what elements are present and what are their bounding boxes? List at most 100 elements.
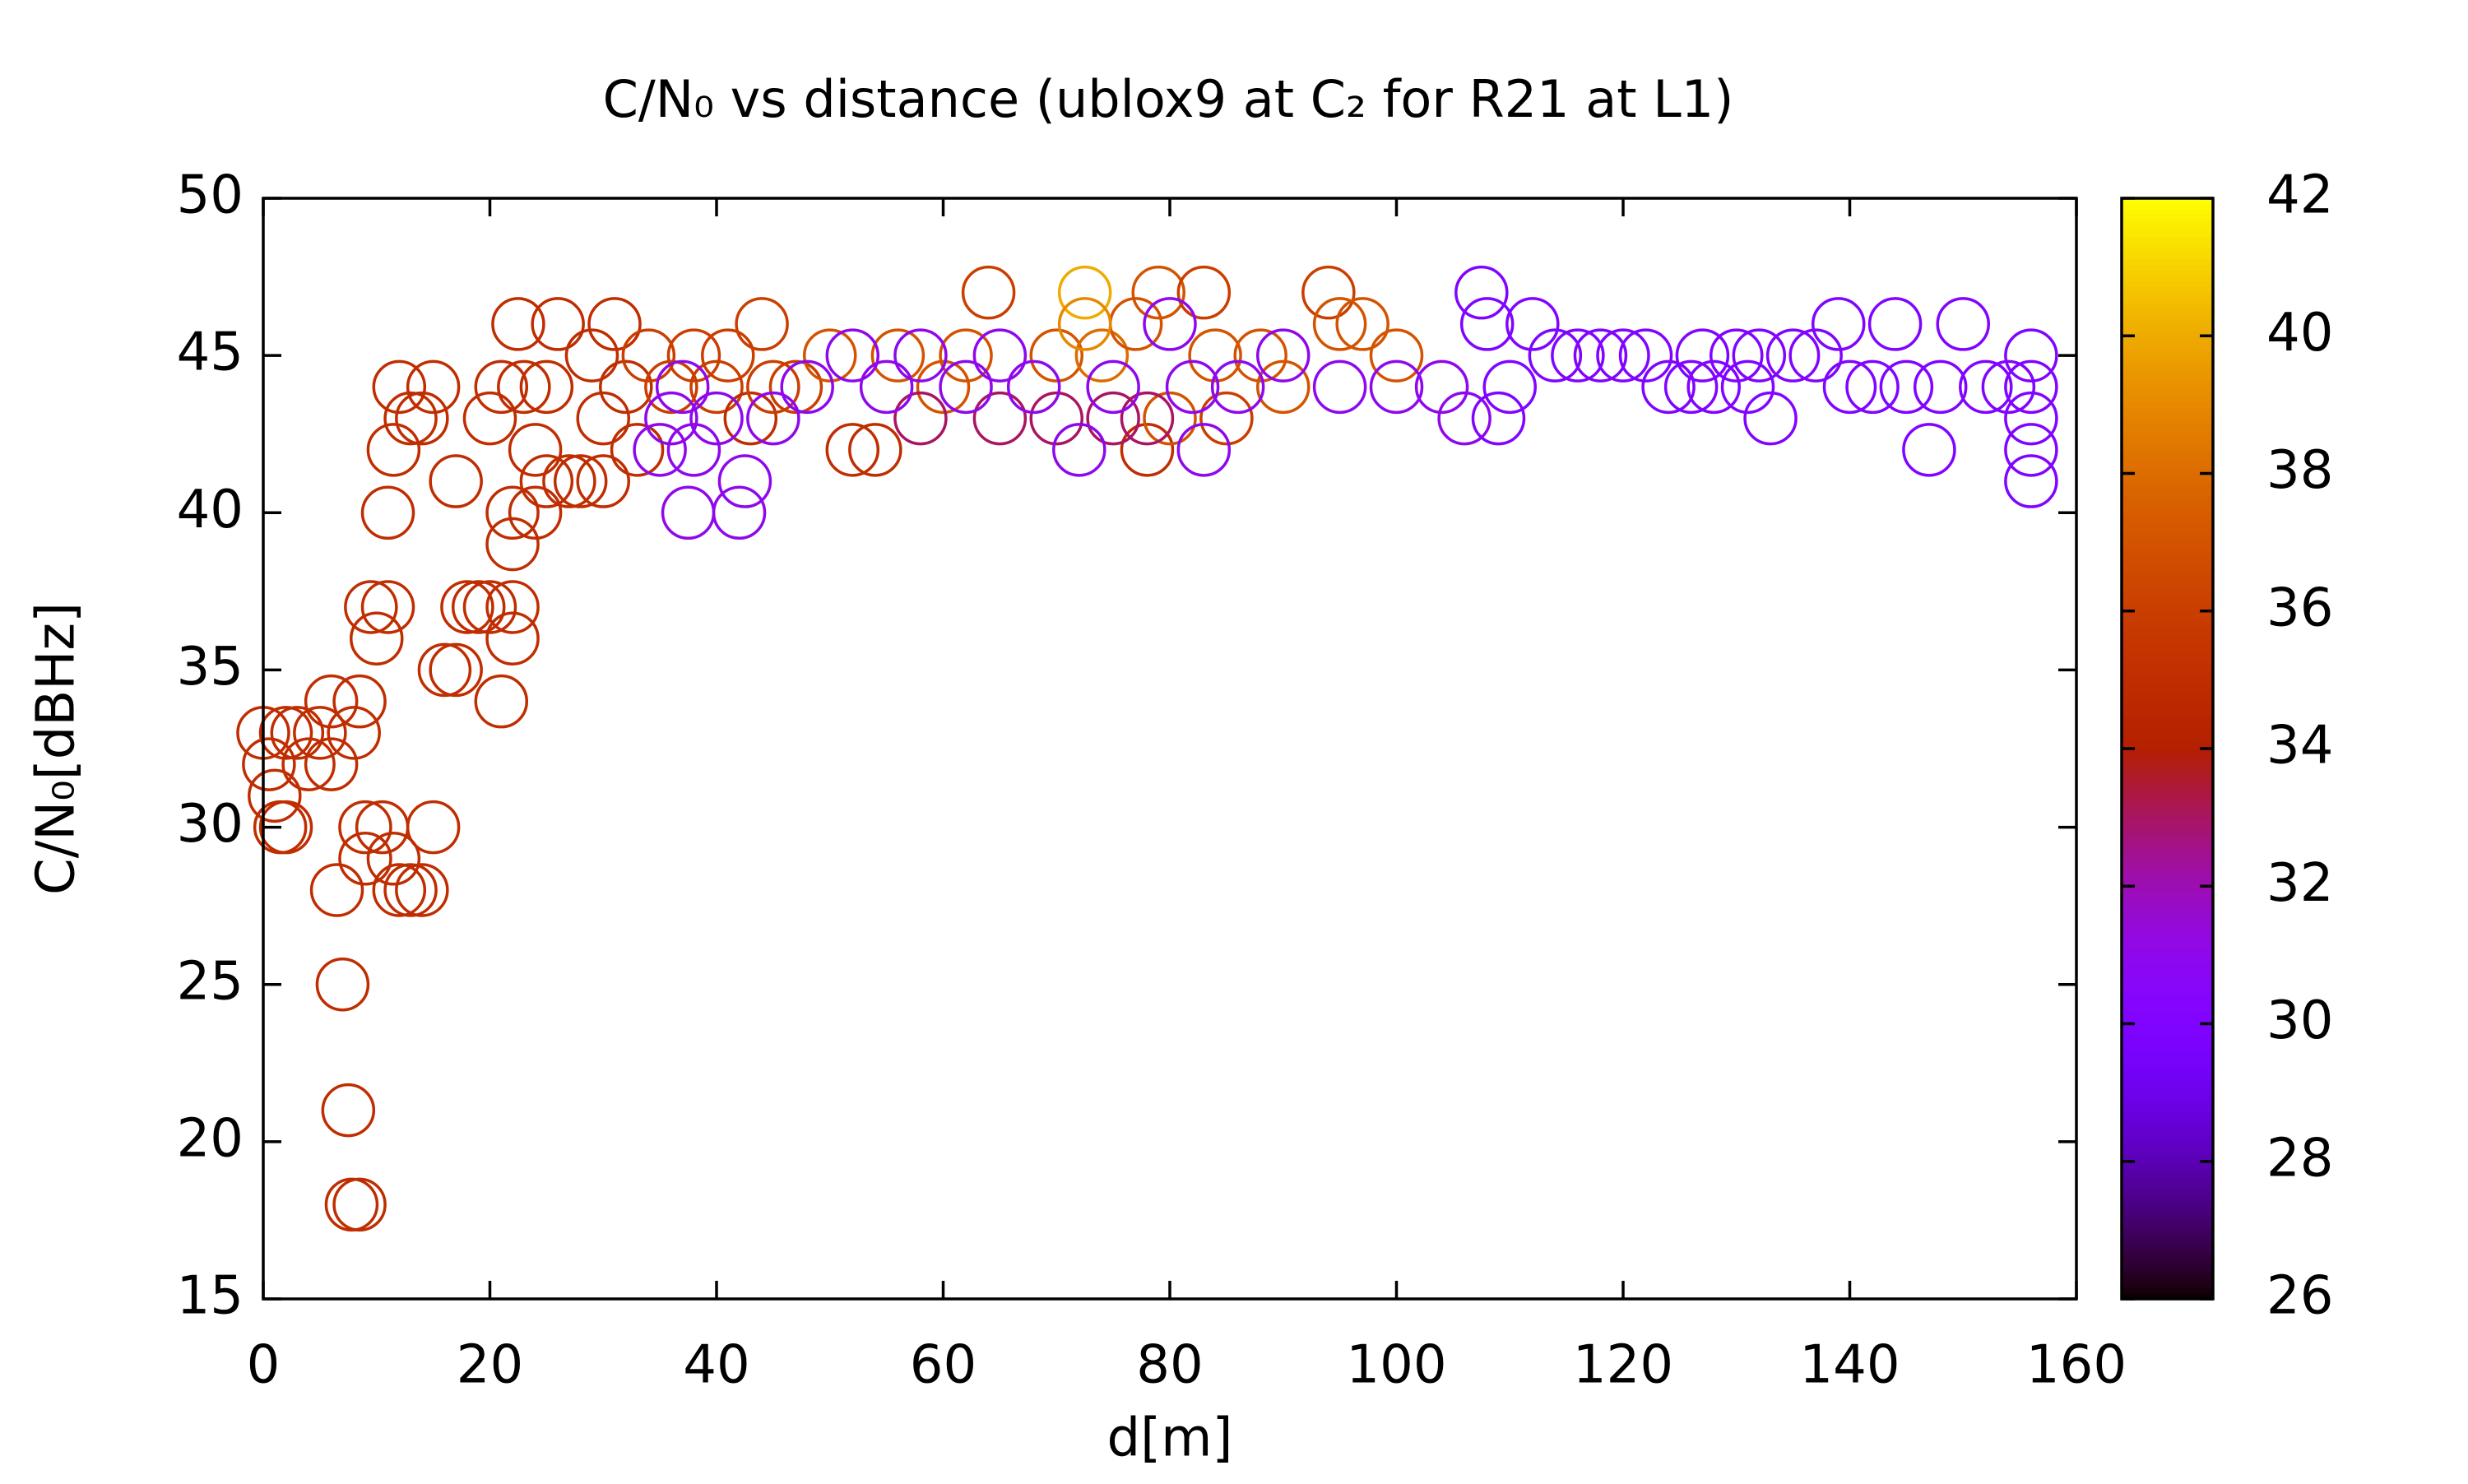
colorbar-band [2122, 1155, 2213, 1162]
point [780, 359, 834, 415]
y-axis-label: C/N₀[dBHz] [26, 602, 87, 895]
colorbar-band [2122, 836, 2213, 843]
point [1210, 359, 1265, 415]
colorbar-band [2122, 814, 2213, 821]
point [1732, 328, 1787, 383]
colorbar-tick-label: 28 [2266, 1128, 2333, 1189]
colorbar-band [2122, 1171, 2213, 1179]
point [485, 580, 540, 634]
colorbar-band [2122, 1061, 2213, 1069]
colorbar-band [2122, 445, 2213, 452]
point [1131, 265, 1185, 320]
point [258, 800, 313, 855]
colorbar-band [2122, 962, 2213, 970]
colorbar-band [2122, 902, 2213, 909]
colorbar-band [2122, 1094, 2213, 1101]
colorbar-band [2122, 1078, 2213, 1085]
colorbar-band [2122, 478, 2213, 485]
point [1573, 328, 1628, 383]
colorbar-band [2122, 341, 2213, 348]
colorbar-band [2122, 384, 2213, 392]
colorbar-band [2122, 203, 2213, 210]
colorbar-band [2122, 985, 2213, 991]
point [1165, 359, 1220, 415]
point [701, 328, 755, 383]
colorbar-band [2122, 654, 2213, 661]
point [395, 391, 449, 446]
colorbar-band [2122, 803, 2213, 810]
y-tick-label: 40 [177, 480, 244, 540]
colorbar-band [2122, 737, 2213, 744]
colorbar-tick-label: 30 [2266, 990, 2333, 1051]
point [1618, 328, 1673, 383]
colorbar-band [2122, 995, 2213, 1003]
colorbar-band [2122, 357, 2213, 364]
colorbar-band [2122, 242, 2213, 248]
point [768, 359, 823, 415]
colorbar-band [2122, 858, 2213, 865]
colorbar-band [2122, 742, 2213, 749]
colorbar-band [2122, 1122, 2213, 1129]
colorbar-band [2122, 1276, 2213, 1283]
point [383, 863, 438, 917]
point [1710, 328, 1764, 383]
colorbar-band [2122, 687, 2213, 694]
colorbar-band [2122, 1227, 2213, 1234]
colorbar-band [2122, 891, 2213, 898]
point [1641, 359, 1696, 415]
point [1505, 297, 1560, 351]
colorbar-band [2122, 594, 2213, 601]
point [1720, 359, 1775, 415]
colorbar-band [2122, 517, 2213, 524]
colorbar-band [2122, 434, 2213, 441]
colorbar-band [2122, 918, 2213, 925]
colorbar-band [2122, 236, 2213, 243]
point [825, 328, 880, 383]
colorbar-band [2122, 313, 2213, 320]
colorbar-band [2122, 1282, 2213, 1289]
colorbar-band [2122, 220, 2213, 226]
point [1471, 391, 1526, 446]
colorbar-band [2122, 748, 2213, 755]
colorbar-band [2122, 842, 2213, 848]
colorbar-band [2122, 550, 2213, 557]
point [1845, 359, 1900, 415]
point [332, 1177, 387, 1232]
colorbar-band [2122, 1067, 2213, 1074]
point [1765, 328, 1821, 383]
colorbar-band [2122, 1116, 2213, 1124]
colorbar-band [2122, 1161, 2213, 1167]
point [1459, 297, 1515, 351]
point [689, 359, 744, 415]
point [258, 706, 313, 760]
point [1057, 265, 1112, 320]
colorbar-band [2122, 649, 2213, 656]
point [321, 1083, 376, 1138]
point [417, 642, 472, 698]
colorbar-band [2122, 930, 2213, 936]
point [972, 328, 1028, 383]
colorbar-band [2122, 412, 2213, 420]
point [1437, 391, 1491, 446]
point [366, 423, 421, 477]
colorbar-band [2122, 846, 2213, 854]
x-tick-label: 40 [683, 1335, 749, 1396]
point [344, 580, 398, 634]
point [315, 957, 370, 1012]
point [1029, 391, 1083, 446]
x-tick-label: 120 [1573, 1335, 1673, 1396]
point [1233, 328, 1287, 383]
colorbar-band [2122, 1089, 2213, 1096]
point [825, 423, 880, 477]
colorbar-band [2122, 1144, 2213, 1151]
x-tick-label: 100 [1346, 1335, 1446, 1396]
colorbar-band [2122, 1128, 2213, 1134]
colorbar-band [2122, 225, 2213, 232]
colorbar-band [2122, 467, 2213, 474]
colorbar-band [2122, 1139, 2213, 1146]
colorbar-band [2122, 214, 2213, 221]
point [1528, 328, 1583, 383]
colorbar-band [2122, 1292, 2213, 1300]
point [462, 580, 517, 634]
colorbar-band [2122, 1237, 2213, 1245]
